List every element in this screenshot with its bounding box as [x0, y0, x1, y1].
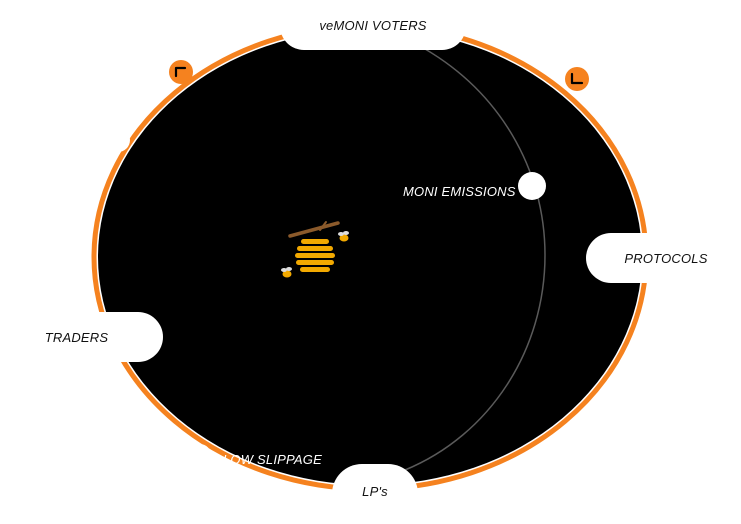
- node-traders: TRADERS: [0, 312, 163, 362]
- inner-arc: [404, 44, 546, 471]
- beehive-icon: [281, 221, 349, 278]
- main-disc: [98, 29, 642, 485]
- low-slippage-label: LOW SLIPPAGE: [223, 452, 322, 467]
- node-vemoni-voters: veMONI VOTERS: [280, 0, 466, 50]
- node-lps: LP's: [332, 464, 418, 524]
- ring-node-bottom-left: [189, 444, 211, 466]
- vemoni-voters-label: veMONI VOTERS: [319, 17, 427, 33]
- ring-node-right-top: [608, 113, 632, 137]
- moni-emissions-label: MONI EMISSIONS: [403, 184, 516, 199]
- arrow-corner-icon: [565, 67, 589, 91]
- ring-node-right-bottom: [596, 392, 620, 416]
- arrow-corner-icon: [169, 60, 193, 84]
- ring-node-left-top: [106, 128, 130, 152]
- lps-label: LP's: [362, 483, 388, 499]
- traders-label: TRADERS: [44, 329, 109, 345]
- emissions-node: [518, 172, 546, 200]
- node-protocols: PROTOCOLS: [586, 233, 741, 283]
- protocols-label: PROTOCOLS: [624, 250, 708, 266]
